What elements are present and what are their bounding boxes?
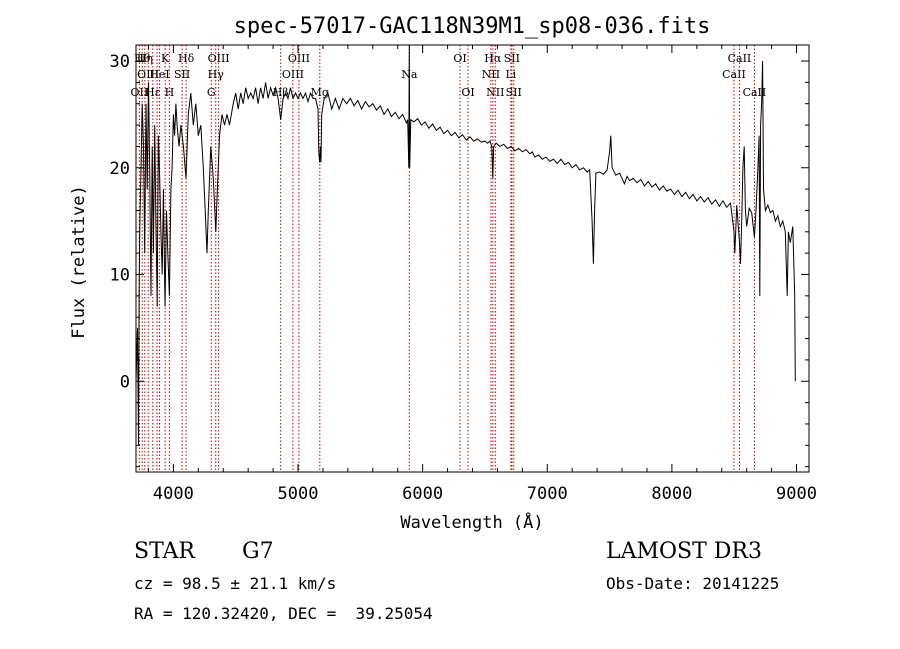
line-marker-label: NII bbox=[482, 68, 500, 81]
line-marker-label: CaII bbox=[728, 52, 752, 65]
x-tick-label: 7000 bbox=[527, 484, 568, 504]
x-tick-label: 8000 bbox=[651, 484, 692, 504]
line-marker-label: OIII bbox=[137, 68, 159, 81]
line-marker-label: Hε bbox=[145, 86, 161, 99]
line-marker-label: CaII bbox=[722, 68, 746, 81]
obs-date-label: Obs-Date: 20141225 bbox=[606, 574, 780, 593]
line-marker-label: NII bbox=[486, 86, 504, 99]
object-type-label: STAR bbox=[134, 539, 195, 564]
x-tick-label: 6000 bbox=[402, 484, 443, 504]
line-marker-layer: OIIHθHηOIIIHεHeIKHSIIHδGHγOIIIHβOIIIOIII… bbox=[131, 45, 767, 472]
axis-layer: 4000 5000 6000 7000 8000 9000 0 10 20 30 bbox=[110, 45, 817, 504]
line-marker-label: Li bbox=[505, 68, 516, 81]
x-tick-label: 5000 bbox=[278, 484, 319, 504]
y-tick-label: 30 bbox=[110, 52, 130, 72]
line-marker-label: H bbox=[165, 86, 175, 99]
y-tick-label: 0 bbox=[120, 372, 130, 392]
spectrum-line bbox=[135, 44, 796, 446]
line-marker-label: G bbox=[207, 86, 216, 99]
subclass-label: G7 bbox=[242, 539, 274, 564]
line-marker-label: SII bbox=[174, 68, 190, 81]
redshift-label: cz = 98.5 ± 21.1 km/s bbox=[134, 574, 337, 593]
line-marker-label: Hη bbox=[137, 52, 153, 65]
line-marker-label: K bbox=[161, 52, 170, 65]
line-marker-label: Hγ bbox=[208, 68, 225, 81]
x-tick-label: 9000 bbox=[776, 484, 817, 504]
line-marker-label: OI bbox=[461, 86, 474, 99]
line-marker-label: SII bbox=[506, 86, 522, 99]
line-marker-label: Mg bbox=[311, 86, 329, 99]
line-marker-label: Hδ bbox=[178, 52, 195, 65]
line-marker-label: OI bbox=[453, 52, 466, 65]
line-marker-label: OIII bbox=[288, 52, 310, 65]
plot-frame bbox=[135, 44, 810, 473]
y-axis-label: Flux (relative) bbox=[69, 185, 89, 339]
x-tick-label: 4000 bbox=[153, 484, 194, 504]
y-tick-label: 20 bbox=[110, 159, 130, 179]
survey-label: LAMOST DR3 bbox=[606, 539, 762, 564]
y-tick-label: 10 bbox=[110, 266, 130, 286]
line-marker-label: HeI bbox=[149, 68, 169, 81]
radec-label: RA = 120.32420, DEC = 39.25054 bbox=[134, 604, 433, 623]
line-marker-label: OIII bbox=[282, 68, 304, 81]
line-marker-label: OIII bbox=[208, 52, 230, 65]
chart-title: spec-57017-GAC118N39M1_sp08-036.fits bbox=[234, 14, 711, 39]
x-axis-label: Wavelength (Å) bbox=[400, 511, 543, 533]
line-marker-label: SII bbox=[504, 52, 520, 65]
line-marker-label: Hθ bbox=[134, 52, 151, 65]
line-marker-label: Hα bbox=[484, 52, 502, 65]
line-marker-label: CaII bbox=[743, 86, 767, 99]
series-layer bbox=[135, 44, 796, 446]
line-marker-label: OII bbox=[131, 86, 149, 99]
